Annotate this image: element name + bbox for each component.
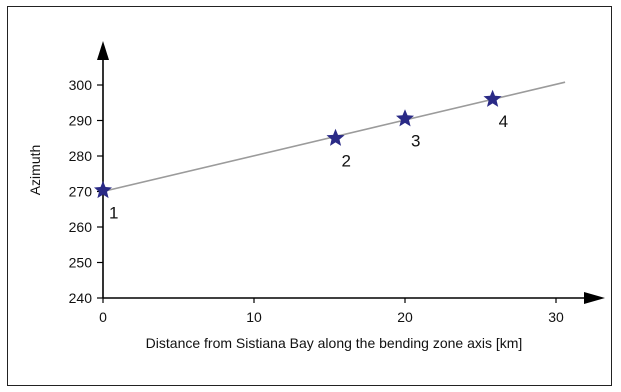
star-marker bbox=[396, 109, 414, 127]
star-marker bbox=[483, 89, 502, 107]
star-marker bbox=[94, 180, 112, 199]
y-tick-label: 240 bbox=[69, 290, 93, 306]
y-tick-label: 290 bbox=[69, 113, 93, 129]
axes bbox=[97, 41, 605, 304]
x-axis-title: Distance from Sistiana Bay along the ben… bbox=[146, 335, 523, 351]
y-ticks: 240 250 260 270 280 290 300 bbox=[69, 77, 103, 306]
y-tick-label: 250 bbox=[69, 255, 93, 271]
data-points: 1 2 3 4 bbox=[94, 89, 508, 222]
y-tick-label: 270 bbox=[69, 184, 93, 200]
y-axis-arrow bbox=[97, 41, 109, 60]
point-label: 4 bbox=[499, 112, 508, 131]
x-tick-label: 10 bbox=[246, 309, 262, 325]
x-axis-arrow bbox=[584, 292, 605, 304]
point-label: 3 bbox=[411, 132, 420, 151]
y-tick-label: 280 bbox=[69, 148, 93, 164]
point-label: 1 bbox=[109, 203, 118, 222]
y-axis-title: Azimuth bbox=[27, 145, 43, 196]
star-marker bbox=[326, 128, 345, 146]
x-tick-label: 20 bbox=[397, 309, 413, 325]
y-tick-label: 260 bbox=[69, 219, 93, 235]
x-tick-label: 30 bbox=[548, 309, 564, 325]
x-ticks: 0 10 20 30 bbox=[99, 298, 564, 325]
y-tick-label: 300 bbox=[69, 77, 93, 93]
point-label: 2 bbox=[342, 151, 351, 170]
x-tick-label: 0 bbox=[99, 309, 107, 325]
